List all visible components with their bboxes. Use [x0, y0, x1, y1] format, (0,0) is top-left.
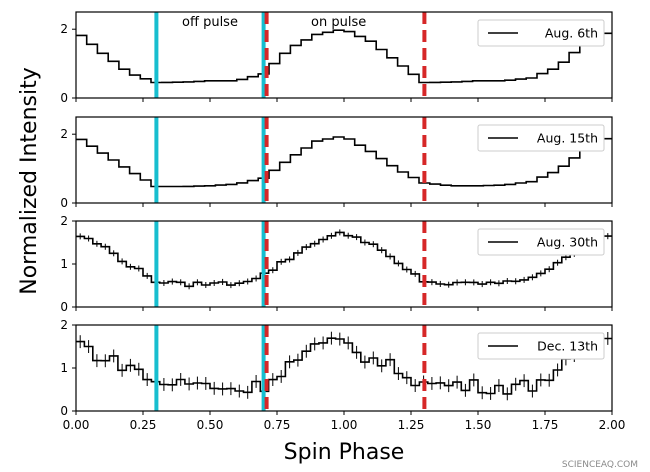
panel-2: 0 2 Aug. 15th — [60, 116, 613, 210]
y-tick-label: 2 — [60, 214, 68, 228]
intensity-curve — [76, 337, 612, 395]
x-tick-label: 1.25 — [398, 418, 425, 432]
legend-label: Aug. 15th — [537, 131, 598, 146]
intensity-curve — [76, 136, 612, 188]
y-tick-label: 0 — [60, 91, 68, 105]
legend-box — [477, 228, 605, 256]
panel-3: 0 1 2 Aug. 30th — [60, 214, 613, 314]
legend-box — [477, 332, 605, 360]
legend-label: Aug. 6th — [545, 26, 598, 41]
on-pulse-annotation: on pulse — [311, 15, 366, 30]
y-tick-label: 2 — [60, 318, 68, 332]
legend-label: Aug. 30th — [537, 235, 598, 250]
x-tick-label: 2.00 — [599, 418, 626, 432]
x-tick-label: 0.50 — [197, 418, 224, 432]
panel-1: 0 2 Aug. 6th — [60, 11, 613, 105]
off-pulse-annotation: off pulse — [182, 15, 238, 30]
x-tick-label: 1.00 — [331, 418, 358, 432]
y-tick-label: 0 — [60, 196, 68, 210]
x-tick-label: 0.75 — [264, 418, 291, 432]
x-tick-label: 0.00 — [63, 418, 90, 432]
x-tick-label: 1.75 — [532, 418, 559, 432]
x-tick-label: 0.25 — [130, 418, 157, 432]
legend-label: Dec. 13th — [537, 339, 598, 354]
legend: Aug. 6th — [477, 19, 605, 47]
y-tick-label: 1 — [60, 257, 68, 271]
legend-box — [477, 19, 605, 47]
legend: Aug. 30th — [477, 228, 605, 256]
intensity-curve — [76, 231, 612, 288]
panel-4: 0 1 2 0.00 0.25 0.50 0.75 1.00 1.25 1.50 1.75 2.00 D… — [60, 318, 625, 432]
legend: Aug. 15th — [477, 124, 605, 152]
y-tick-label: 0 — [60, 404, 68, 418]
y-tick-label: 1 — [60, 361, 68, 375]
legend-box — [477, 124, 605, 152]
x-tick-label: 1.50 — [465, 418, 492, 432]
y-tick-label: 0 — [60, 300, 68, 314]
y-tick-label: 2 — [60, 22, 68, 36]
intensity-curve — [76, 29, 612, 84]
watermark: SCIENCEAQ.COM — [562, 460, 638, 470]
y-axis-title: Normalized Intensity — [17, 67, 42, 295]
legend: Dec. 13th — [477, 332, 605, 360]
y-tick-label: 2 — [60, 127, 68, 141]
x-axis-title: Spin Phase — [284, 440, 405, 465]
